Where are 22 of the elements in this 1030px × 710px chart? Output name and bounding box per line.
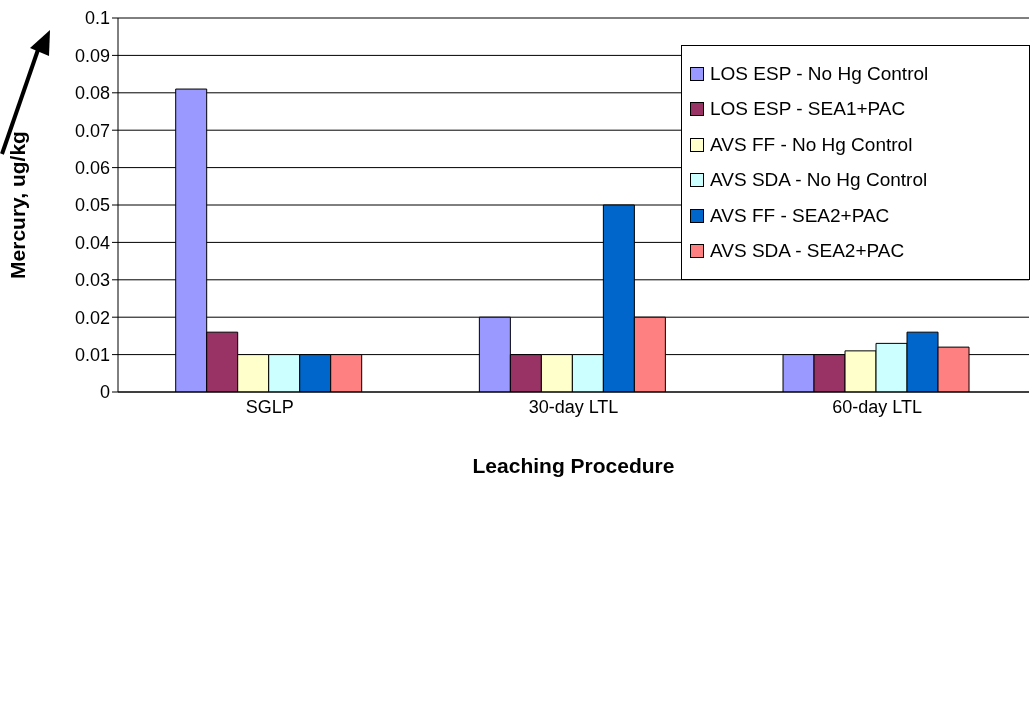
x-tick-label: SGLP: [245, 396, 294, 417]
y-tick-label: 0.05: [74, 195, 110, 216]
y-tick-label: 0.09: [74, 45, 110, 66]
y-tick-label: 0.06: [74, 157, 110, 178]
legend-label: AVS SDA - No Hg Control: [710, 169, 928, 192]
legend-label: LOS ESP - No Hg Control: [710, 62, 929, 85]
y-tick-label: 0.08: [74, 83, 110, 104]
y-tick-label: 0: [99, 382, 110, 403]
legend-label: AVS SDA - SEA2+PAC: [710, 240, 905, 263]
legend-label: AVS FF - No Hg Control: [710, 133, 913, 156]
y-tick-label: 0.07: [74, 120, 110, 141]
x-tick-label: 60-day LTL: [832, 396, 923, 417]
legend-label: AVS FF - SEA2+PAC: [710, 204, 890, 227]
y-tick-label: 0.04: [74, 232, 110, 253]
x-axis-title: Leaching Procedure: [472, 454, 675, 477]
y-tick-label: 0.02: [74, 307, 110, 328]
y-tick-label: 0.1: [84, 8, 110, 29]
y-tick-label: 0.03: [74, 270, 110, 291]
y-tick-label: 0.01: [74, 344, 110, 365]
y-axis-title: Mercury, ug/kg: [6, 131, 30, 279]
legend-label: LOS ESP - SEA1+PAC: [710, 98, 906, 121]
x-tick-label: 30-day LTL: [528, 396, 619, 417]
